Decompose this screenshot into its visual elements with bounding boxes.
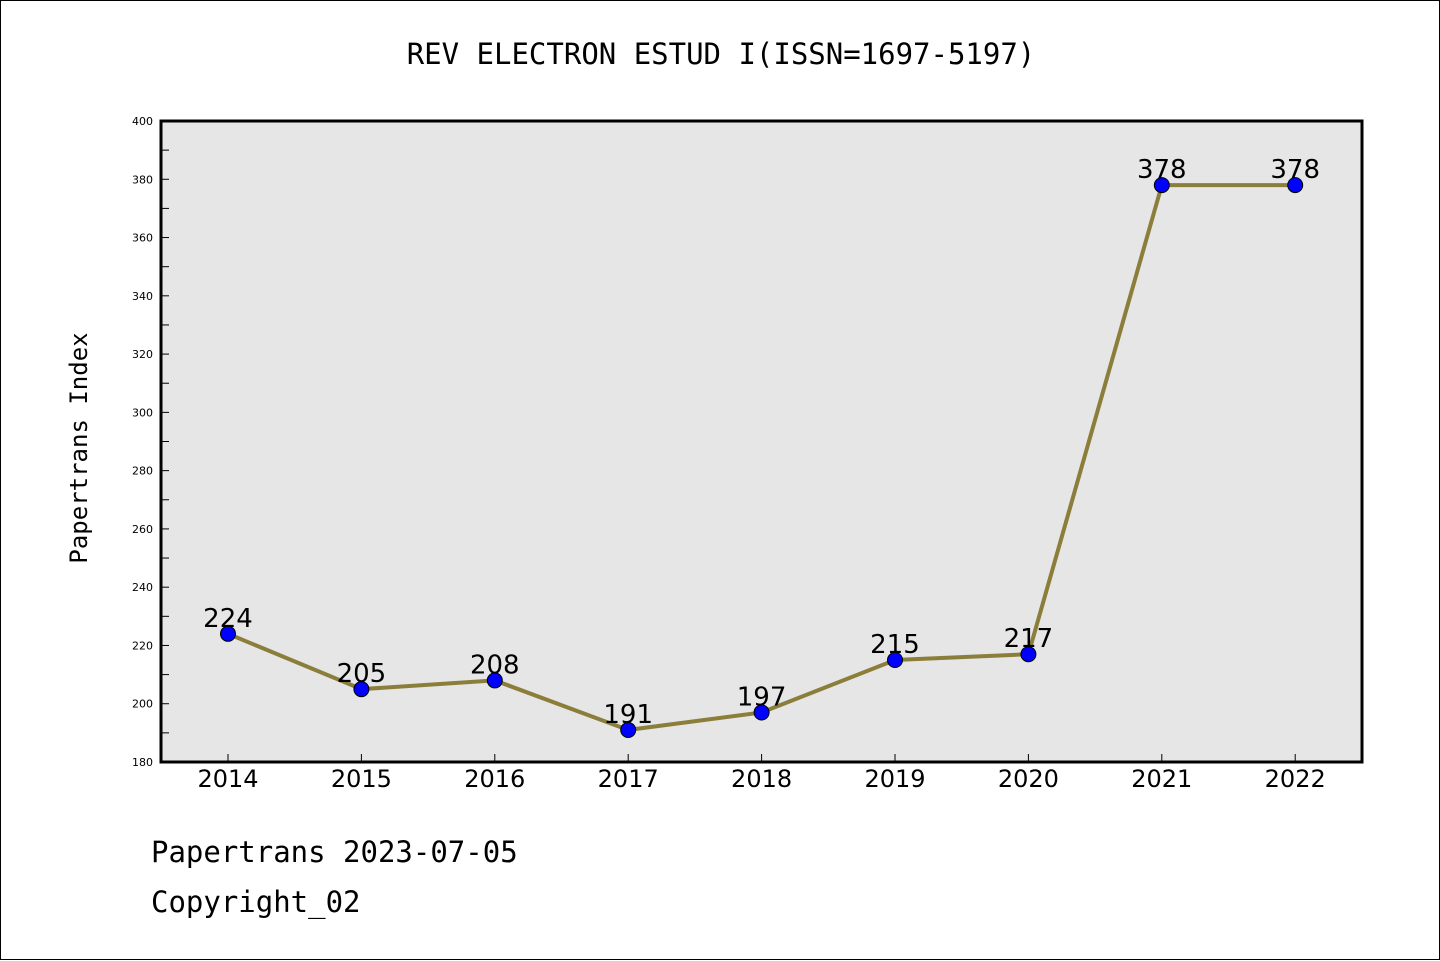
data-point bbox=[1287, 177, 1304, 194]
y-tick-label: 320 bbox=[132, 348, 153, 361]
plot-area bbox=[159, 119, 1364, 764]
y-tick-label: 260 bbox=[132, 523, 153, 536]
data-point bbox=[620, 721, 637, 738]
x-tick-label: 2020 bbox=[998, 765, 1059, 793]
y-tick-label: 380 bbox=[132, 173, 153, 186]
y-tick-label: 400 bbox=[132, 115, 153, 128]
data-point bbox=[753, 704, 770, 721]
y-tick-label: 360 bbox=[132, 232, 153, 245]
data-point bbox=[486, 672, 503, 689]
data-label: 208 bbox=[470, 650, 520, 680]
data-label: 215 bbox=[870, 630, 920, 660]
data-label: 378 bbox=[1137, 155, 1187, 185]
data-labels: 224 205 208 191 197 215 217 378 378 bbox=[203, 155, 1320, 730]
x-tick-label: 2014 bbox=[197, 765, 258, 793]
y-tick-label: 240 bbox=[132, 581, 153, 594]
data-label: 378 bbox=[1270, 155, 1320, 185]
data-point bbox=[353, 681, 370, 698]
x-tick-label: 2022 bbox=[1265, 765, 1326, 793]
x-tick-label: 2016 bbox=[464, 765, 525, 793]
footer-date: Papertrans 2023-07-05 bbox=[151, 835, 518, 869]
chart-title: REV ELECTRON ESTUD I(ISSN=1697-5197) bbox=[406, 37, 1036, 71]
y-axis-label: Papertrans Index bbox=[65, 332, 93, 563]
series-markers bbox=[220, 177, 1304, 738]
x-axis: 2014 2015 2016 2017 2018 2019 2020 2021 2022 bbox=[197, 754, 1326, 793]
data-point bbox=[1153, 177, 1170, 194]
x-tick-label: 2017 bbox=[598, 765, 659, 793]
data-point bbox=[887, 652, 903, 669]
y-tick-label: 300 bbox=[132, 406, 153, 419]
data-label: 205 bbox=[337, 659, 387, 689]
y-tick-label: 340 bbox=[132, 290, 153, 303]
y-tick-label: 200 bbox=[132, 698, 153, 711]
x-tick-label: 2015 bbox=[331, 765, 392, 793]
data-point bbox=[1020, 646, 1037, 663]
x-tick-label: 2018 bbox=[731, 765, 792, 793]
y-tick-label: 220 bbox=[132, 639, 153, 652]
footer-copyright: Copyright_02 bbox=[151, 885, 361, 919]
x-tick-label: 2021 bbox=[1131, 765, 1192, 793]
data-label: 191 bbox=[603, 700, 653, 730]
y-tick-label: 180 bbox=[132, 756, 153, 769]
y-tick-label: 280 bbox=[132, 465, 153, 478]
data-point bbox=[220, 625, 236, 642]
data-label: 197 bbox=[737, 682, 787, 712]
x-tick-label: 2019 bbox=[864, 765, 925, 793]
y-axis: 180 200 220 240 260 280 300 320 340 360 380 400 bbox=[132, 115, 169, 769]
data-label: 217 bbox=[1004, 624, 1054, 654]
data-label: 224 bbox=[203, 604, 253, 634]
